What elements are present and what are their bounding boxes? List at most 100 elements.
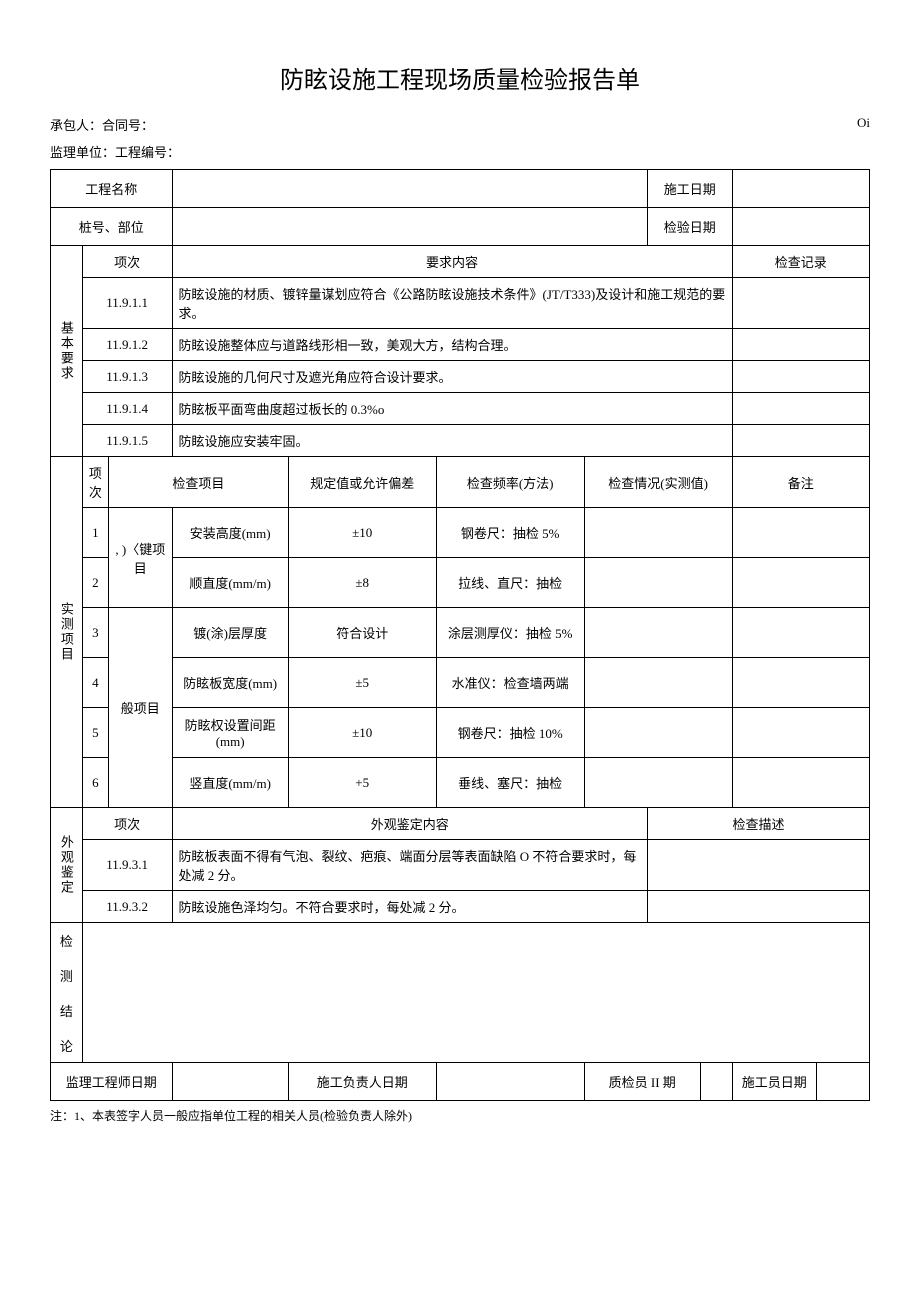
project-name-value <box>172 170 648 208</box>
measured-n: 5 <box>82 708 108 758</box>
supervisor-label: 监理单位：工程编号： <box>50 142 180 161</box>
conclusion-value <box>82 923 869 1063</box>
measured-remark-value <box>732 508 869 558</box>
measured-col-spec: 规定值或允许偏差 <box>288 457 436 508</box>
header-line-1: 承包人：合同号： Oi <box>50 115 870 134</box>
appearance-no: 11.9.3.1 <box>82 840 172 891</box>
measured-n: 6 <box>82 758 108 808</box>
basic-req-section: 基本要求 <box>51 246 83 457</box>
measured-group-key: , )〈键项目 <box>109 508 172 608</box>
measured-n: 2 <box>82 558 108 608</box>
measured-spec: ±10 <box>288 708 436 758</box>
measured-col-check: 检查项目 <box>109 457 289 508</box>
measured-result-value <box>584 758 732 808</box>
measured-spec: +5 <box>288 758 436 808</box>
sig-supervisor-value <box>172 1063 288 1101</box>
measured-spec: ±5 <box>288 658 436 708</box>
sig-qc-value <box>700 1063 732 1101</box>
measured-spec: ±8 <box>288 558 436 608</box>
measured-remark-value <box>732 708 869 758</box>
station-label: 桩号、部位 <box>51 208 173 246</box>
measured-n: 3 <box>82 608 108 658</box>
measured-col-remark: 备注 <box>732 457 869 508</box>
basic-req-no: 11.9.1.3 <box>82 361 172 393</box>
appearance-content: 防眩板表面不得有气泡、裂纹、疤痕、端面分层等表面缺陷 O 不符合要求时，每处减 … <box>172 840 648 891</box>
basic-req-col-item: 项次 <box>82 246 172 278</box>
measured-item: 顺直度(mm/m) <box>172 558 288 608</box>
header-line-2: 监理单位：工程编号： <box>50 142 870 161</box>
basic-req-content: 防眩设施的材质、镀锌量谋划应符合《公路防眩设施技术条件》(JT/T333)及设计… <box>172 278 732 329</box>
construction-date-value <box>732 170 869 208</box>
measured-section: 实测项目 <box>51 457 83 808</box>
appearance-no: 11.9.3.2 <box>82 891 172 923</box>
measured-n: 4 <box>82 658 108 708</box>
basic-req-no: 11.9.1.5 <box>82 425 172 457</box>
measured-result-value <box>584 558 732 608</box>
basic-req-record-value <box>732 361 869 393</box>
measured-result-value <box>584 508 732 558</box>
appearance-desc-value <box>648 891 870 923</box>
sig-worker-value <box>817 1063 870 1101</box>
measured-remark-value <box>732 608 869 658</box>
basic-req-record-value <box>732 425 869 457</box>
measured-freq: 拉线、直尺：抽检 <box>436 558 584 608</box>
measured-spec: 符合设计 <box>288 608 436 658</box>
measured-col-result: 检查情况(实测值) <box>584 457 732 508</box>
measured-remark-value <box>732 758 869 808</box>
sig-construction-mgr-value <box>436 1063 584 1101</box>
measured-remark-value <box>732 658 869 708</box>
conclusion-label: 检 测 结 论 <box>51 923 83 1063</box>
measured-item: 防眩板宽度(mm) <box>172 658 288 708</box>
footnote: 注：1、本表签字人员一般应指单位工程的相关人员(检验负责人除外) <box>50 1107 870 1124</box>
measured-item: 镀(涂)层厚度 <box>172 608 288 658</box>
measured-freq: 垂线、塞尺：抽检 <box>436 758 584 808</box>
document-title: 防眩设施工程现场质量检验报告单 <box>50 60 870 95</box>
appearance-section: 外观鉴定 <box>51 808 83 923</box>
measured-item: 防眩权设置间距(mm) <box>172 708 288 758</box>
measured-remark-value <box>732 558 869 608</box>
inspection-date-label: 检验日期 <box>648 208 733 246</box>
contractor-label: 承包人：合同号： <box>50 115 154 134</box>
measured-freq: 钢卷尺：抽检 5% <box>436 508 584 558</box>
basic-req-col-record: 检查记录 <box>732 246 869 278</box>
construction-date-label: 施工日期 <box>648 170 733 208</box>
basic-req-content: 防眩设施应安装牢固。 <box>172 425 732 457</box>
basic-req-no: 11.9.1.2 <box>82 329 172 361</box>
basic-req-content: 防眩设施的几何尺寸及遮光角应符合设计要求。 <box>172 361 732 393</box>
measured-col-freq: 检查频率(方法) <box>436 457 584 508</box>
measured-freq: 水准仪：检查墙两端 <box>436 658 584 708</box>
measured-group-general: 般项目 <box>109 608 172 808</box>
basic-req-no: 11.9.1.4 <box>82 393 172 425</box>
sig-worker-label: 施工员日期 <box>732 1063 817 1101</box>
main-table: 工程名称 施工日期 桩号、部位 检验日期 基本要求 项次 要求内容 检查记录 1… <box>50 169 870 1101</box>
basic-req-col-content: 要求内容 <box>172 246 732 278</box>
basic-req-content: 防眩设施整体应与道路线形相一致，美观大方，结构合理。 <box>172 329 732 361</box>
appearance-col-desc: 检查描述 <box>648 808 870 840</box>
measured-freq: 涂层测厚仪：抽检 5% <box>436 608 584 658</box>
measured-result-value <box>584 708 732 758</box>
measured-freq: 钢卷尺：抽检 10% <box>436 708 584 758</box>
basic-req-record-value <box>732 278 869 329</box>
basic-req-content: 防眩板平面弯曲度超过板长的 0.3%o <box>172 393 732 425</box>
measured-n: 1 <box>82 508 108 558</box>
right-mark: Oi <box>857 115 870 134</box>
appearance-desc-value <box>648 840 870 891</box>
measured-item: 安装高度(mm) <box>172 508 288 558</box>
sig-construction-mgr-label: 施工负责人日期 <box>288 1063 436 1101</box>
measured-col-item: 项次 <box>82 457 108 508</box>
sig-qc-label: 质检员 II 期 <box>584 1063 700 1101</box>
measured-result-value <box>584 658 732 708</box>
station-value <box>172 208 648 246</box>
basic-req-record-value <box>732 329 869 361</box>
appearance-col-item: 项次 <box>82 808 172 840</box>
project-name-label: 工程名称 <box>51 170 173 208</box>
measured-item: 竖直度(mm/m) <box>172 758 288 808</box>
measured-result-value <box>584 608 732 658</box>
sig-supervisor-label: 监理工程师日期 <box>51 1063 173 1101</box>
basic-req-record-value <box>732 393 869 425</box>
appearance-content: 防眩设施色泽均匀。不符合要求时，每处减 2 分。 <box>172 891 648 923</box>
inspection-date-value <box>732 208 869 246</box>
measured-spec: ±10 <box>288 508 436 558</box>
appearance-col-content: 外观鉴定内容 <box>172 808 648 840</box>
basic-req-no: 11.9.1.1 <box>82 278 172 329</box>
